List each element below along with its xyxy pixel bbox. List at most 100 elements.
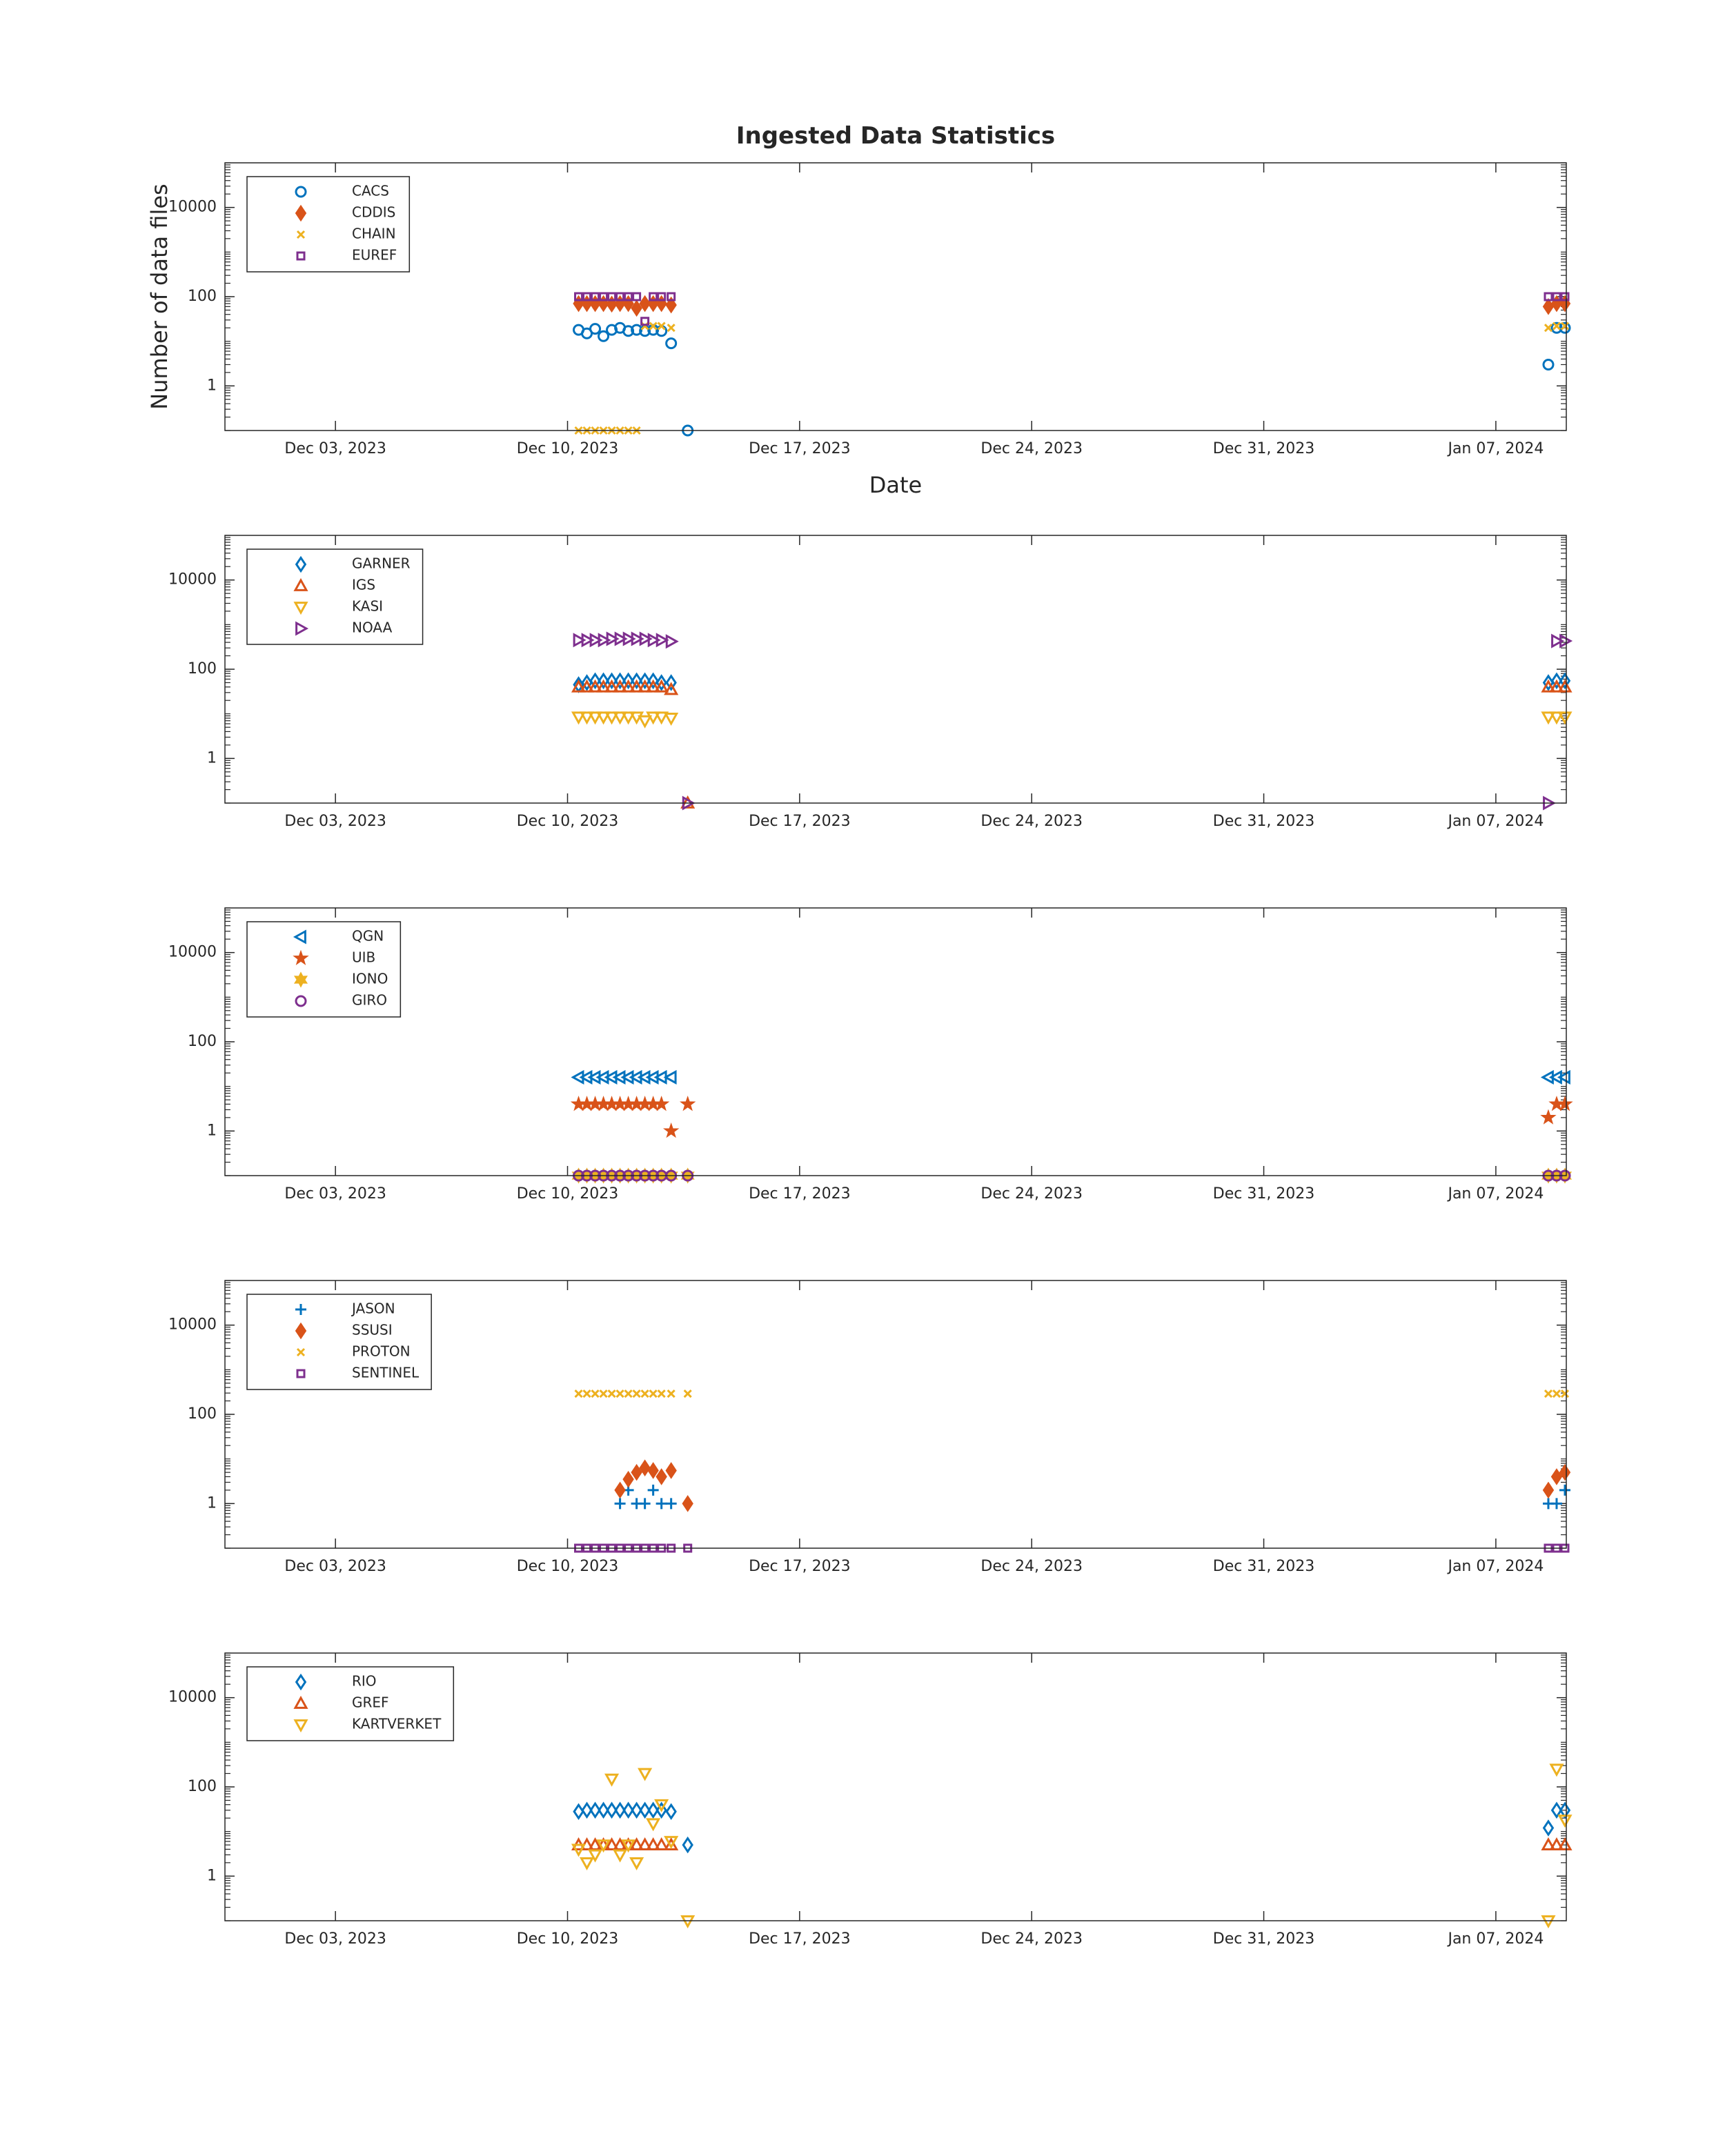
- data-point: [579, 679, 595, 693]
- data-point: [631, 631, 644, 646]
- data-point: [614, 1498, 626, 1510]
- axes-box: [224, 162, 1567, 431]
- data-point: [682, 1495, 693, 1512]
- data-point: [598, 330, 610, 342]
- data-point: [1559, 633, 1573, 649]
- data-point: [631, 672, 642, 690]
- data-point: [1560, 322, 1570, 330]
- data-point: [1544, 324, 1553, 333]
- plot-area: [225, 163, 1566, 431]
- data-point: [654, 1799, 669, 1812]
- legend-marker: [296, 230, 306, 239]
- data-point: [606, 672, 618, 690]
- data-point: [649, 292, 658, 301]
- legend-marker: [293, 929, 306, 945]
- data-point: [656, 1468, 667, 1485]
- data-point: [621, 1839, 636, 1853]
- legend-box: [246, 548, 424, 645]
- data-point: [571, 1843, 586, 1857]
- data-point: [615, 292, 625, 301]
- legend-marker: [295, 555, 307, 573]
- x-tick-label: Dec 17, 2023: [749, 1930, 851, 1948]
- legend-marker: [296, 251, 306, 261]
- data-point: [631, 324, 643, 336]
- legend-marker: [295, 621, 309, 636]
- data-point: [665, 674, 677, 691]
- data-point: [1544, 292, 1553, 301]
- data-point: [571, 711, 586, 725]
- legend-label: QGN: [352, 928, 384, 945]
- data-point: [1559, 1484, 1570, 1496]
- y-axis-label: Number of data files: [146, 184, 172, 409]
- data-point: [604, 711, 620, 725]
- data-point: [662, 1122, 680, 1138]
- data-point: [604, 679, 620, 693]
- data-point: [663, 1069, 677, 1085]
- x-tick-label: Dec 17, 2023: [749, 1185, 851, 1203]
- data-point: [1560, 1389, 1570, 1398]
- data-point: [667, 292, 676, 301]
- x-tick-label: Jan 07, 2024: [1446, 440, 1544, 457]
- legend-label: CACS: [352, 183, 389, 199]
- legend-label: GREF: [352, 1694, 389, 1711]
- legend-label: PROTON: [352, 1343, 411, 1360]
- x-tick-label: Dec 24, 2023: [980, 1558, 1083, 1575]
- data-point: [624, 292, 633, 301]
- data-point: [1557, 1837, 1573, 1851]
- legend-label: CHAIN: [352, 226, 396, 242]
- data-point: [646, 1818, 661, 1832]
- legend-marker: [293, 1695, 308, 1709]
- data-point: [653, 1096, 670, 1111]
- data-point: [665, 634, 679, 649]
- data-point: [588, 679, 603, 693]
- x-tick-label: Dec 10, 2023: [517, 1185, 619, 1203]
- data-point: [639, 1498, 651, 1510]
- data-point: [574, 1389, 583, 1398]
- data-point: [589, 672, 601, 690]
- data-point: [640, 322, 649, 330]
- data-point: [665, 1498, 677, 1510]
- legend-label: SENTINEL: [352, 1365, 420, 1381]
- legend-marker: [293, 602, 308, 615]
- data-point: [632, 292, 642, 301]
- data-point: [614, 1801, 626, 1819]
- data-point: [629, 679, 644, 693]
- x-tick-label: Dec 10, 2023: [517, 440, 619, 457]
- y-tick-label: 10000: [168, 1689, 217, 1706]
- x-tick-label: Dec 03, 2023: [284, 440, 386, 457]
- data-point: [589, 633, 603, 648]
- data-point: [629, 1857, 644, 1870]
- data-point: [624, 1389, 633, 1398]
- legend-marker: [295, 1304, 306, 1315]
- legend-marker: [296, 1347, 306, 1357]
- x-tick-label: Dec 31, 2023: [1213, 813, 1315, 830]
- legend-label: IONO: [352, 971, 388, 987]
- plot-area: [225, 1280, 1566, 1548]
- data-point: [591, 1389, 600, 1398]
- data-point: [654, 711, 669, 725]
- x-tick-label: Dec 03, 2023: [284, 813, 386, 830]
- data-point: [1542, 298, 1555, 315]
- data-point: [656, 1498, 667, 1510]
- data-point: [1550, 1801, 1563, 1819]
- x-tick-label: Dec 31, 2023: [1213, 1185, 1315, 1203]
- legend-label: SSUSI: [352, 1322, 393, 1338]
- data-point: [581, 633, 595, 648]
- y-tick-label: 1: [207, 377, 217, 394]
- y-tick-label: 1: [207, 1867, 217, 1884]
- data-point: [573, 1803, 584, 1821]
- x-tick-label: Jan 07, 2024: [1446, 1930, 1544, 1948]
- legend-label: EUREF: [352, 247, 397, 264]
- data-point: [664, 713, 679, 726]
- x-tick-label: Dec 24, 2023: [980, 440, 1083, 457]
- x-tick-label: Dec 31, 2023: [1213, 1558, 1315, 1575]
- data-point: [631, 299, 642, 317]
- data-point: [632, 1389, 641, 1398]
- data-point: [1550, 1498, 1562, 1510]
- data-point: [606, 631, 620, 646]
- data-point: [607, 292, 617, 301]
- data-point: [639, 1801, 651, 1819]
- data-point: [664, 1836, 679, 1850]
